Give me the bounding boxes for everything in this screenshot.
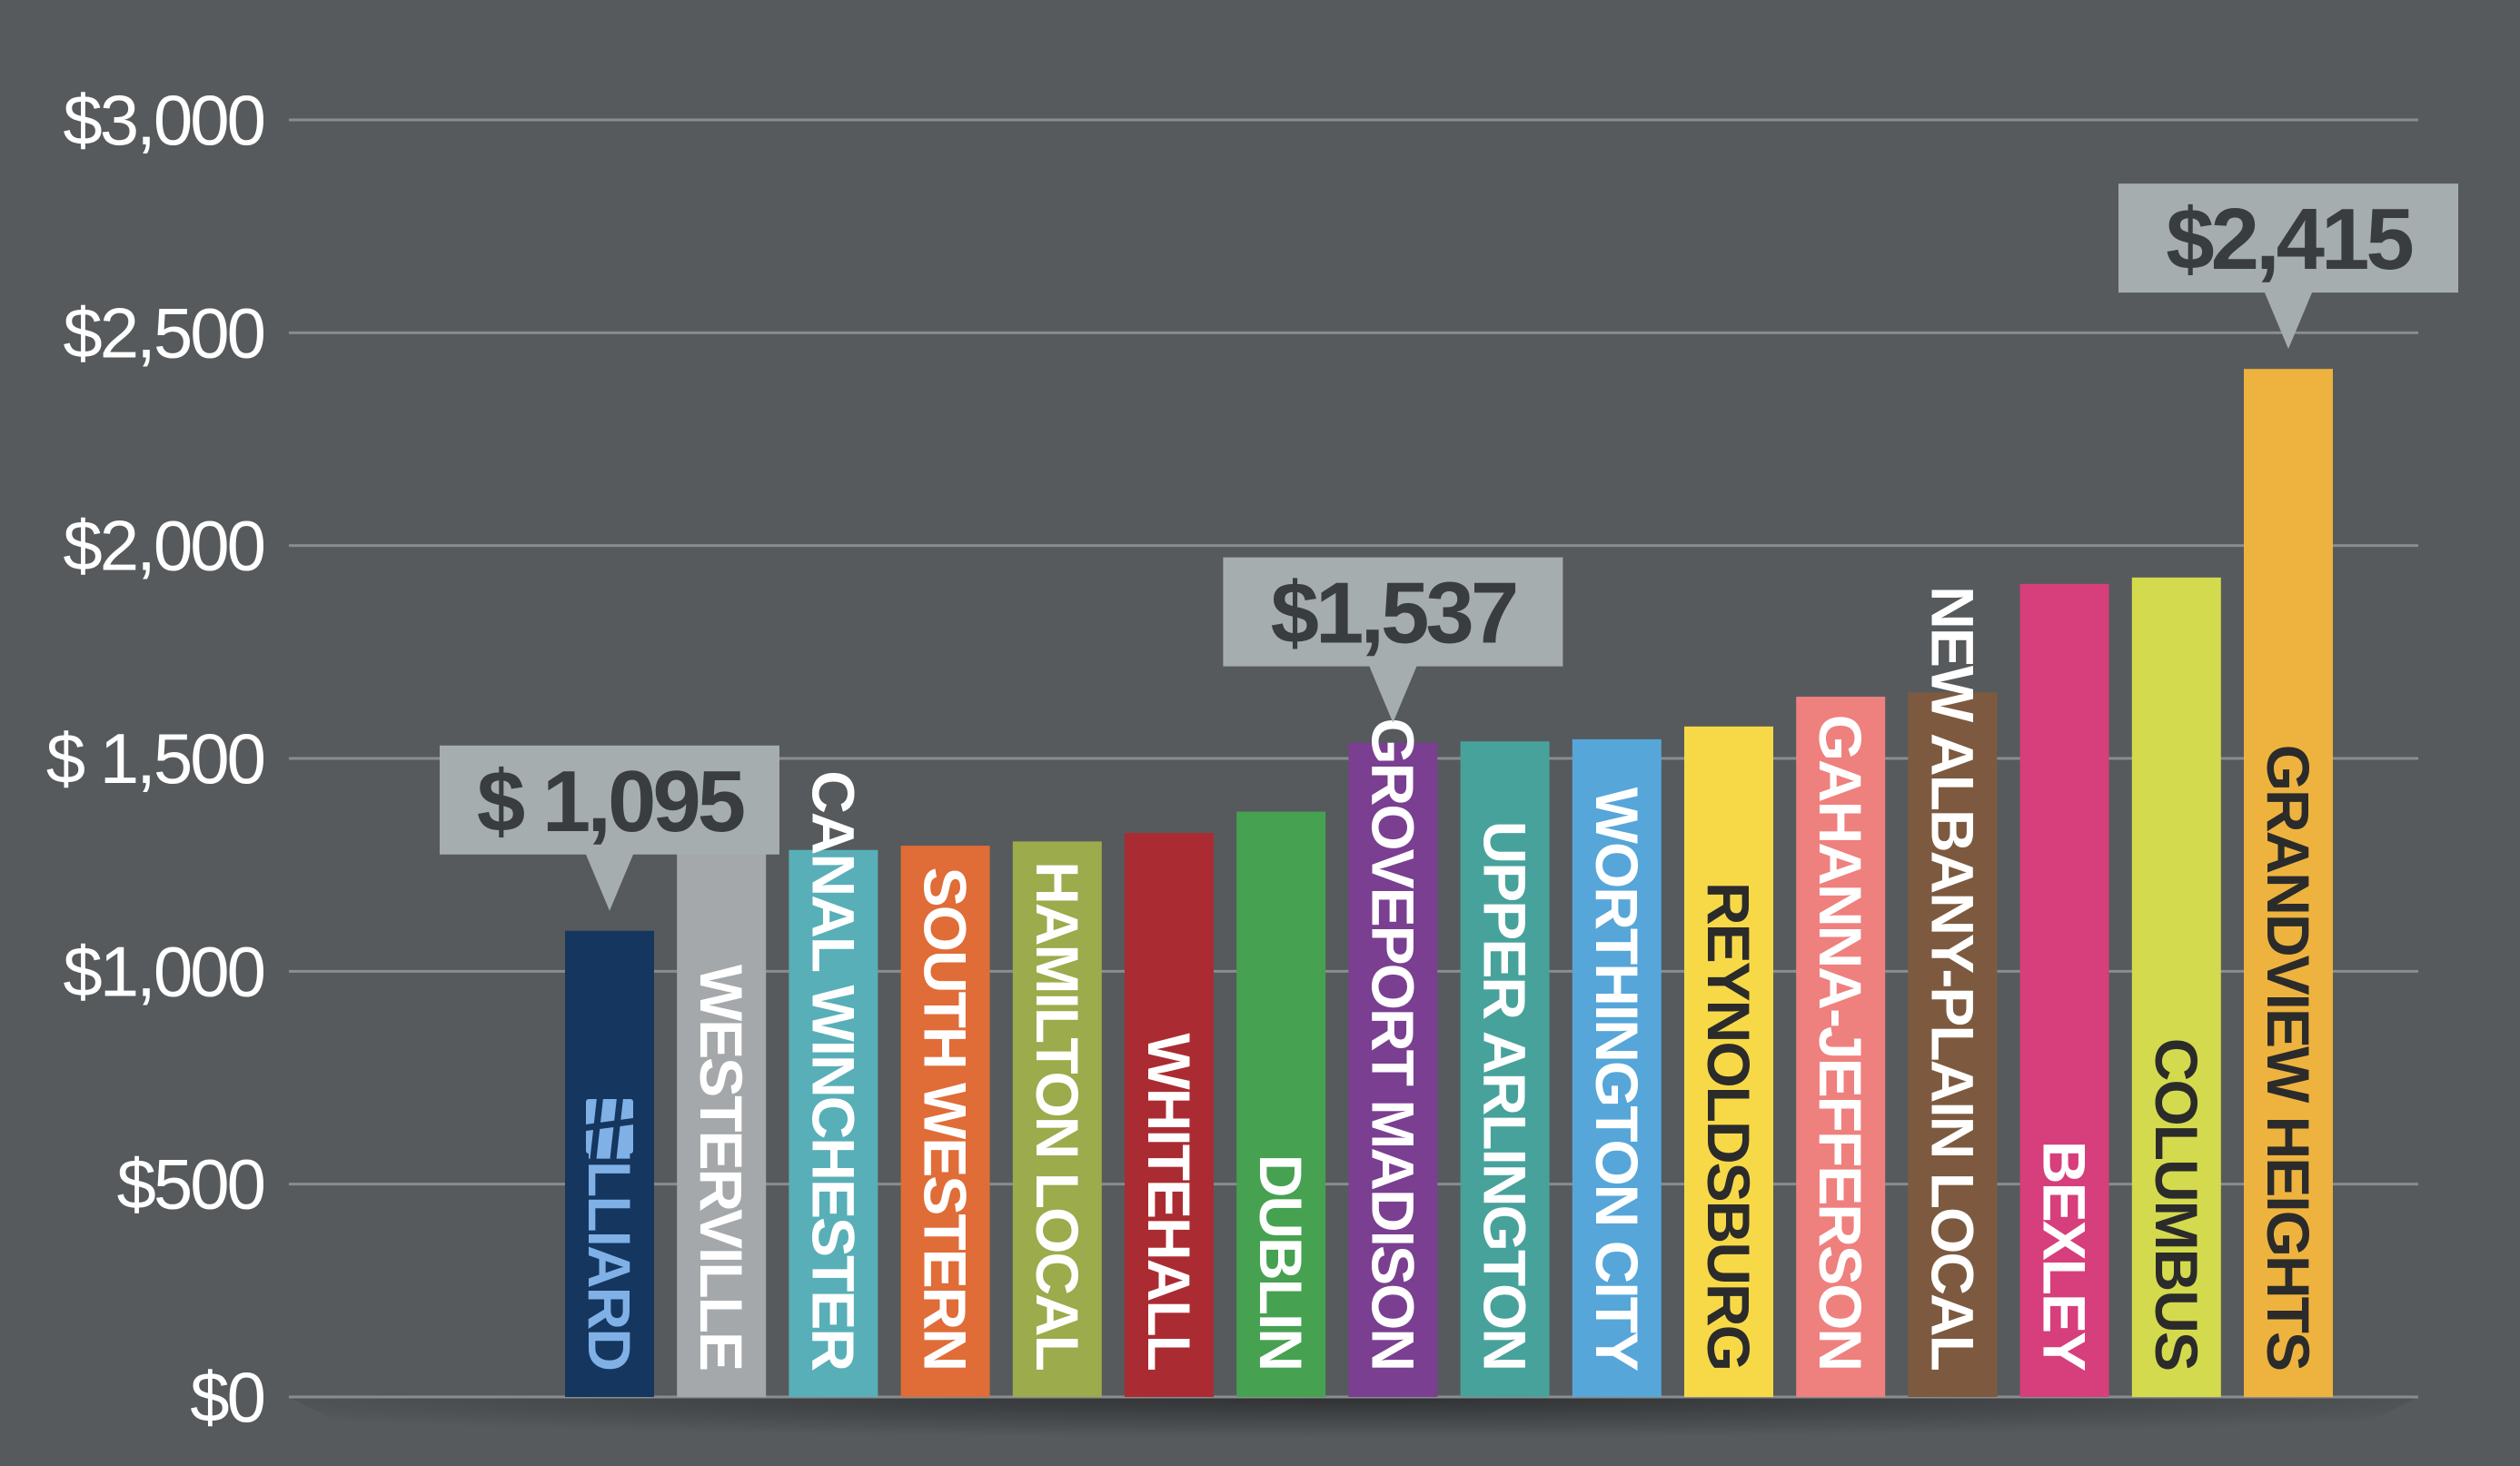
bar-label: WESTERVILLE (688, 965, 755, 1370)
bar-label: GRANDVIEW HEIGHTS (2255, 745, 2322, 1370)
bar-label: GROVEPORT MADISON (1359, 718, 1426, 1370)
bar (2244, 369, 2333, 1397)
callout-value: $2,415 (2166, 191, 2412, 288)
bar-label: UPPER ARLINGTON (1472, 821, 1539, 1370)
bar-label: SOUTH WESTERN (912, 867, 979, 1370)
bar (2131, 577, 2221, 1397)
value-callout: $2,415 (2118, 183, 2458, 350)
bar-label: BEXLEY (2031, 1141, 2098, 1371)
bar (1348, 742, 1438, 1397)
bar (2019, 583, 2109, 1397)
bars: HILLIARD WESTERVILLE CANAL WINCHESTER SOUTH… (565, 369, 2333, 1397)
floor-shadow (289, 1397, 2418, 1466)
bar-label: WHITEHALL (1136, 1033, 1203, 1370)
y-tick-label: $ 1,500 (46, 718, 264, 798)
bar (1908, 692, 1998, 1397)
bar (1125, 833, 1214, 1397)
bar (677, 854, 767, 1397)
y-tick-label: $1,000 (63, 931, 263, 1011)
bar-label: DUBLIN (1247, 1154, 1315, 1370)
y-tick-label: $2,000 (63, 506, 263, 586)
bar-label: REYNOLDSBURG (1695, 882, 1762, 1370)
value-callout: $ 1,095 (440, 745, 779, 911)
bar (1236, 811, 1326, 1397)
bar (1012, 841, 1102, 1397)
bar (1796, 697, 1886, 1397)
hilliard-logo-icon (581, 1093, 638, 1160)
bar (1572, 738, 1662, 1397)
y-tick-label: $3,000 (63, 80, 263, 160)
bar (1684, 726, 1773, 1397)
callout-box (440, 745, 779, 911)
bar-label: GAHANNA-JEFFERSON (1807, 715, 1874, 1370)
callout-value: $ 1,095 (477, 753, 744, 850)
bar-label: WORTHINGTON CITY (1583, 787, 1651, 1371)
bar-label: NEW ALBANY-PLAIN LOCAL (1919, 586, 1986, 1371)
callout-value: $1,537 (1271, 565, 1516, 662)
bar (1460, 741, 1550, 1397)
bar (565, 930, 654, 1397)
callout-box (1223, 557, 1563, 723)
y-tick-label: $500 (116, 1144, 263, 1224)
bar-label: CANAL WINCHESTER (799, 770, 867, 1371)
bar-label: COLUMBUS (2143, 1038, 2210, 1370)
bar (789, 849, 878, 1397)
value-callout: $1,537 (1223, 557, 1563, 723)
y-axis: $0 $500 $1,000 $ 1,500 $2,000 $2,500 $3,000 (46, 80, 267, 1437)
callouts: $ 1,095 $1,537 $2,415 (440, 183, 2458, 911)
y-tick-label: $0 (190, 1357, 263, 1437)
callout-box (2118, 183, 2458, 350)
bar-label: HAMILTON LOCAL (1024, 861, 1091, 1370)
y-tick-label: $2,500 (63, 292, 263, 372)
bar (900, 846, 990, 1397)
